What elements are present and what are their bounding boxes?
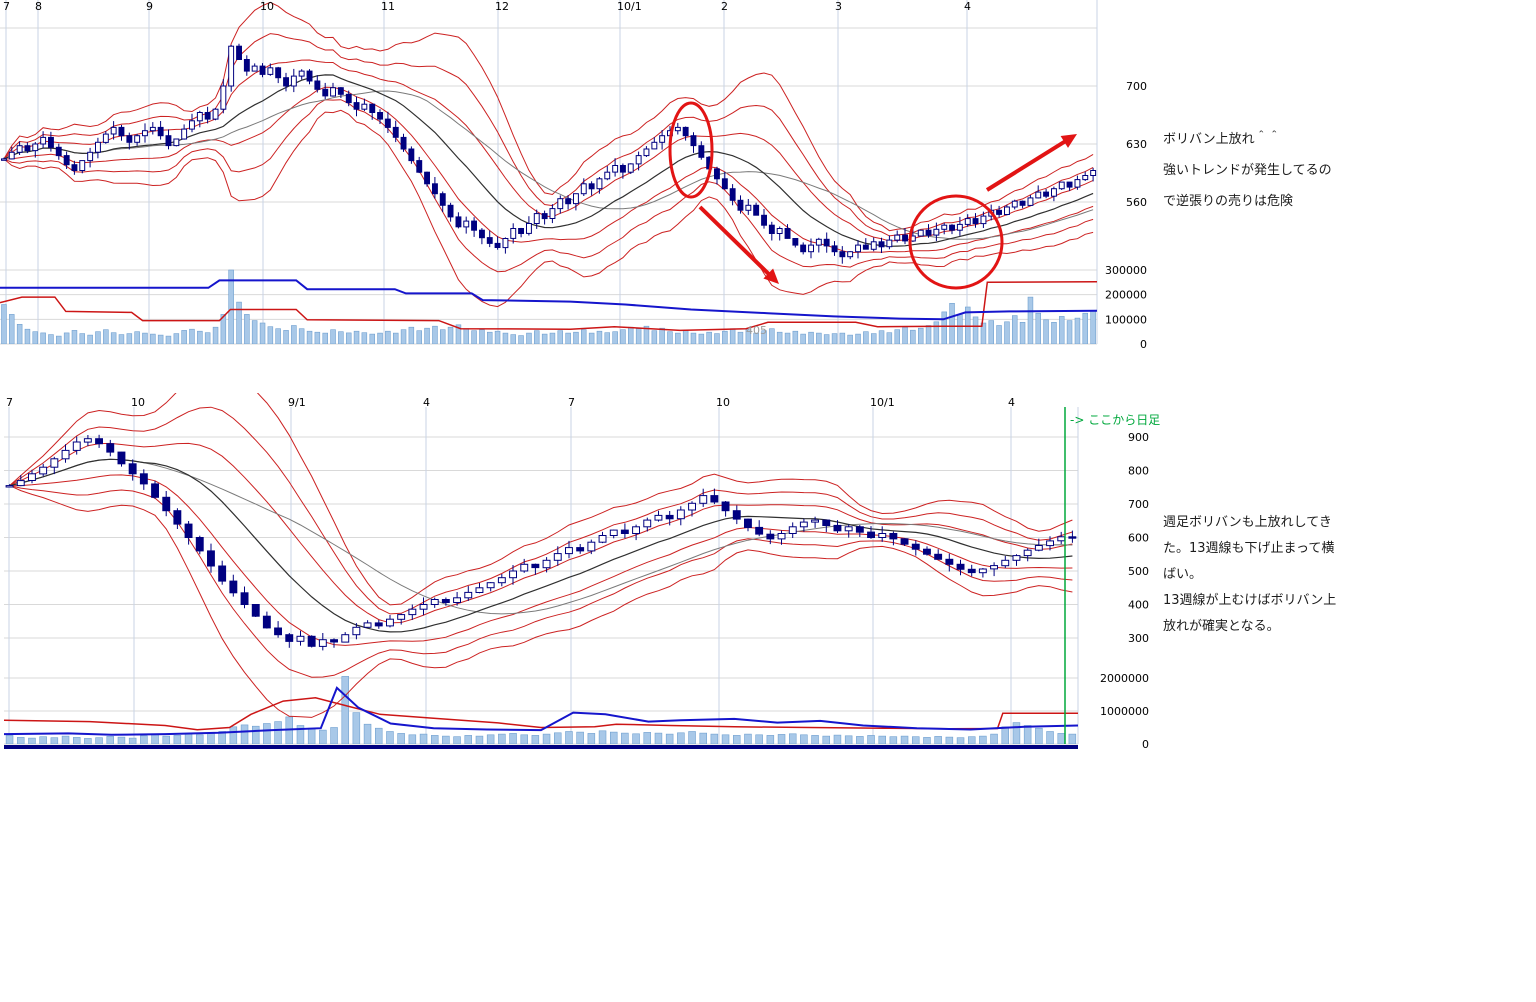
bottom-axis-bar bbox=[4, 745, 1078, 749]
red-circle-annotation bbox=[908, 194, 1004, 290]
bollinger-bands bbox=[3, 1, 1094, 308]
x-axis-label: 10 bbox=[260, 0, 274, 13]
x-axis-label: 3 bbox=[835, 0, 842, 13]
red-arrow-annotation bbox=[985, 136, 1072, 192]
price-axis-label: 560 bbox=[1126, 196, 1147, 209]
x-axis-label: 2 bbox=[721, 0, 728, 13]
x-axis-label: 10 bbox=[716, 396, 730, 409]
volume-axis-label: 1000000 bbox=[1100, 705, 1149, 718]
x-axis-label: 7 bbox=[568, 396, 575, 409]
x-axis-label: 7 bbox=[6, 396, 13, 409]
x-axis-label: 8 bbox=[35, 0, 42, 13]
x-axis-label: 10 bbox=[131, 396, 145, 409]
bollinger-bands bbox=[9, 393, 1073, 718]
volume-axis-label: 2000000 bbox=[1100, 672, 1149, 685]
annotation-line: 週足ボリバンも上放れしてき bbox=[1163, 515, 1332, 530]
red-ellipse-annotation bbox=[668, 101, 714, 199]
price-axis-label: 800 bbox=[1128, 465, 1149, 478]
red-arrow-annotation bbox=[698, 205, 776, 281]
x-axis-label: 11 bbox=[381, 0, 395, 13]
volume-bars bbox=[1, 269, 1096, 344]
daily-chart-annotation: ボリバン上放れ＾＾ 強いトレンドが発生してるの で逆張りの売りは危険 bbox=[1163, 124, 1403, 217]
volume-axis-label: 200000 bbox=[1105, 289, 1147, 302]
annotation-line: 放れが確実となる。 bbox=[1163, 619, 1280, 634]
price-axis-label: 700 bbox=[1128, 498, 1149, 511]
volume-axis-label: 0 bbox=[1140, 338, 1147, 351]
weekly-chart-annotation: 週足ボリバンも上放れしてき た。13週線も下げ止まって横 ばい。 13週線が上む… bbox=[1163, 510, 1403, 640]
hand-drawn-annotations bbox=[668, 101, 1077, 290]
x-axis-label: 4 bbox=[423, 396, 430, 409]
red-arrow-head bbox=[763, 268, 779, 284]
volume-bars bbox=[5, 676, 1077, 744]
price-axis-label: 500 bbox=[1128, 565, 1149, 578]
candles bbox=[1, 43, 1097, 264]
price-axis-label: 600 bbox=[1128, 532, 1149, 545]
daily-start-marker-label: -> ここから日足 bbox=[1070, 413, 1160, 427]
volume-average-lines bbox=[4, 686, 1078, 736]
axis-labels: 7 10 9/1 4 7 10 10/1 4 900 800 700 600 500 400 300 2000… bbox=[6, 396, 1149, 751]
x-axis-label: 10/1 bbox=[870, 396, 895, 409]
x-axis-label: 4 bbox=[964, 0, 971, 13]
x-axis-label: 7 bbox=[3, 0, 10, 13]
gridlines bbox=[4, 407, 1079, 745]
watermark-text: 405 bbox=[746, 324, 767, 337]
x-axis-label: 10/1 bbox=[617, 0, 642, 13]
annotation-line: 13週線が上むけばボリバン上 bbox=[1163, 593, 1337, 608]
annotation-line: ばい。 bbox=[1163, 567, 1203, 582]
weekly-candlestick-chart: -> ここから日足 7 10 9/1 4 7 10 10/1 4 900 800 700 600 500 4… bbox=[4, 393, 1160, 751]
x-axis-label: 9/1 bbox=[288, 396, 306, 409]
price-axis-label: 700 bbox=[1126, 80, 1147, 93]
volume-axis-label: 300000 bbox=[1105, 264, 1147, 277]
annotation-line: た。13週線も下げ止まって横 bbox=[1163, 541, 1335, 556]
annotation-line: で逆張りの売りは危険 bbox=[1163, 194, 1294, 209]
gridlines bbox=[0, 0, 1098, 345]
annotation-line: ボリバン上放れ＾＾ bbox=[1163, 132, 1281, 147]
price-axis-label: 630 bbox=[1126, 138, 1147, 151]
red-arrow-head bbox=[1060, 134, 1077, 148]
volume-axis-label: 100000 bbox=[1105, 313, 1147, 326]
volume-average-lines bbox=[0, 279, 1097, 332]
axis-labels: 7 8 9 10 11 12 10/1 2 3 4 700 630 560 300000 200000 100… bbox=[3, 0, 1147, 351]
price-axis-label: 300 bbox=[1128, 632, 1149, 645]
x-axis-label: 12 bbox=[495, 0, 509, 13]
price-axis-label: 900 bbox=[1128, 431, 1149, 444]
annotation-line: 強いトレンドが発生してるの bbox=[1163, 163, 1332, 178]
x-axis-label: 9 bbox=[146, 0, 153, 13]
candles bbox=[5, 434, 1077, 651]
daily-candlestick-chart: 405 7 8 9 10 11 12 10/1 2 3 4 700 630 560 300000 200000… bbox=[0, 0, 1147, 351]
daily-start-marker: -> ここから日足 bbox=[1064, 407, 1160, 744]
price-axis-label: 400 bbox=[1128, 599, 1149, 612]
x-axis-label: 4 bbox=[1008, 396, 1015, 409]
volume-axis-label: 0 bbox=[1142, 738, 1149, 751]
